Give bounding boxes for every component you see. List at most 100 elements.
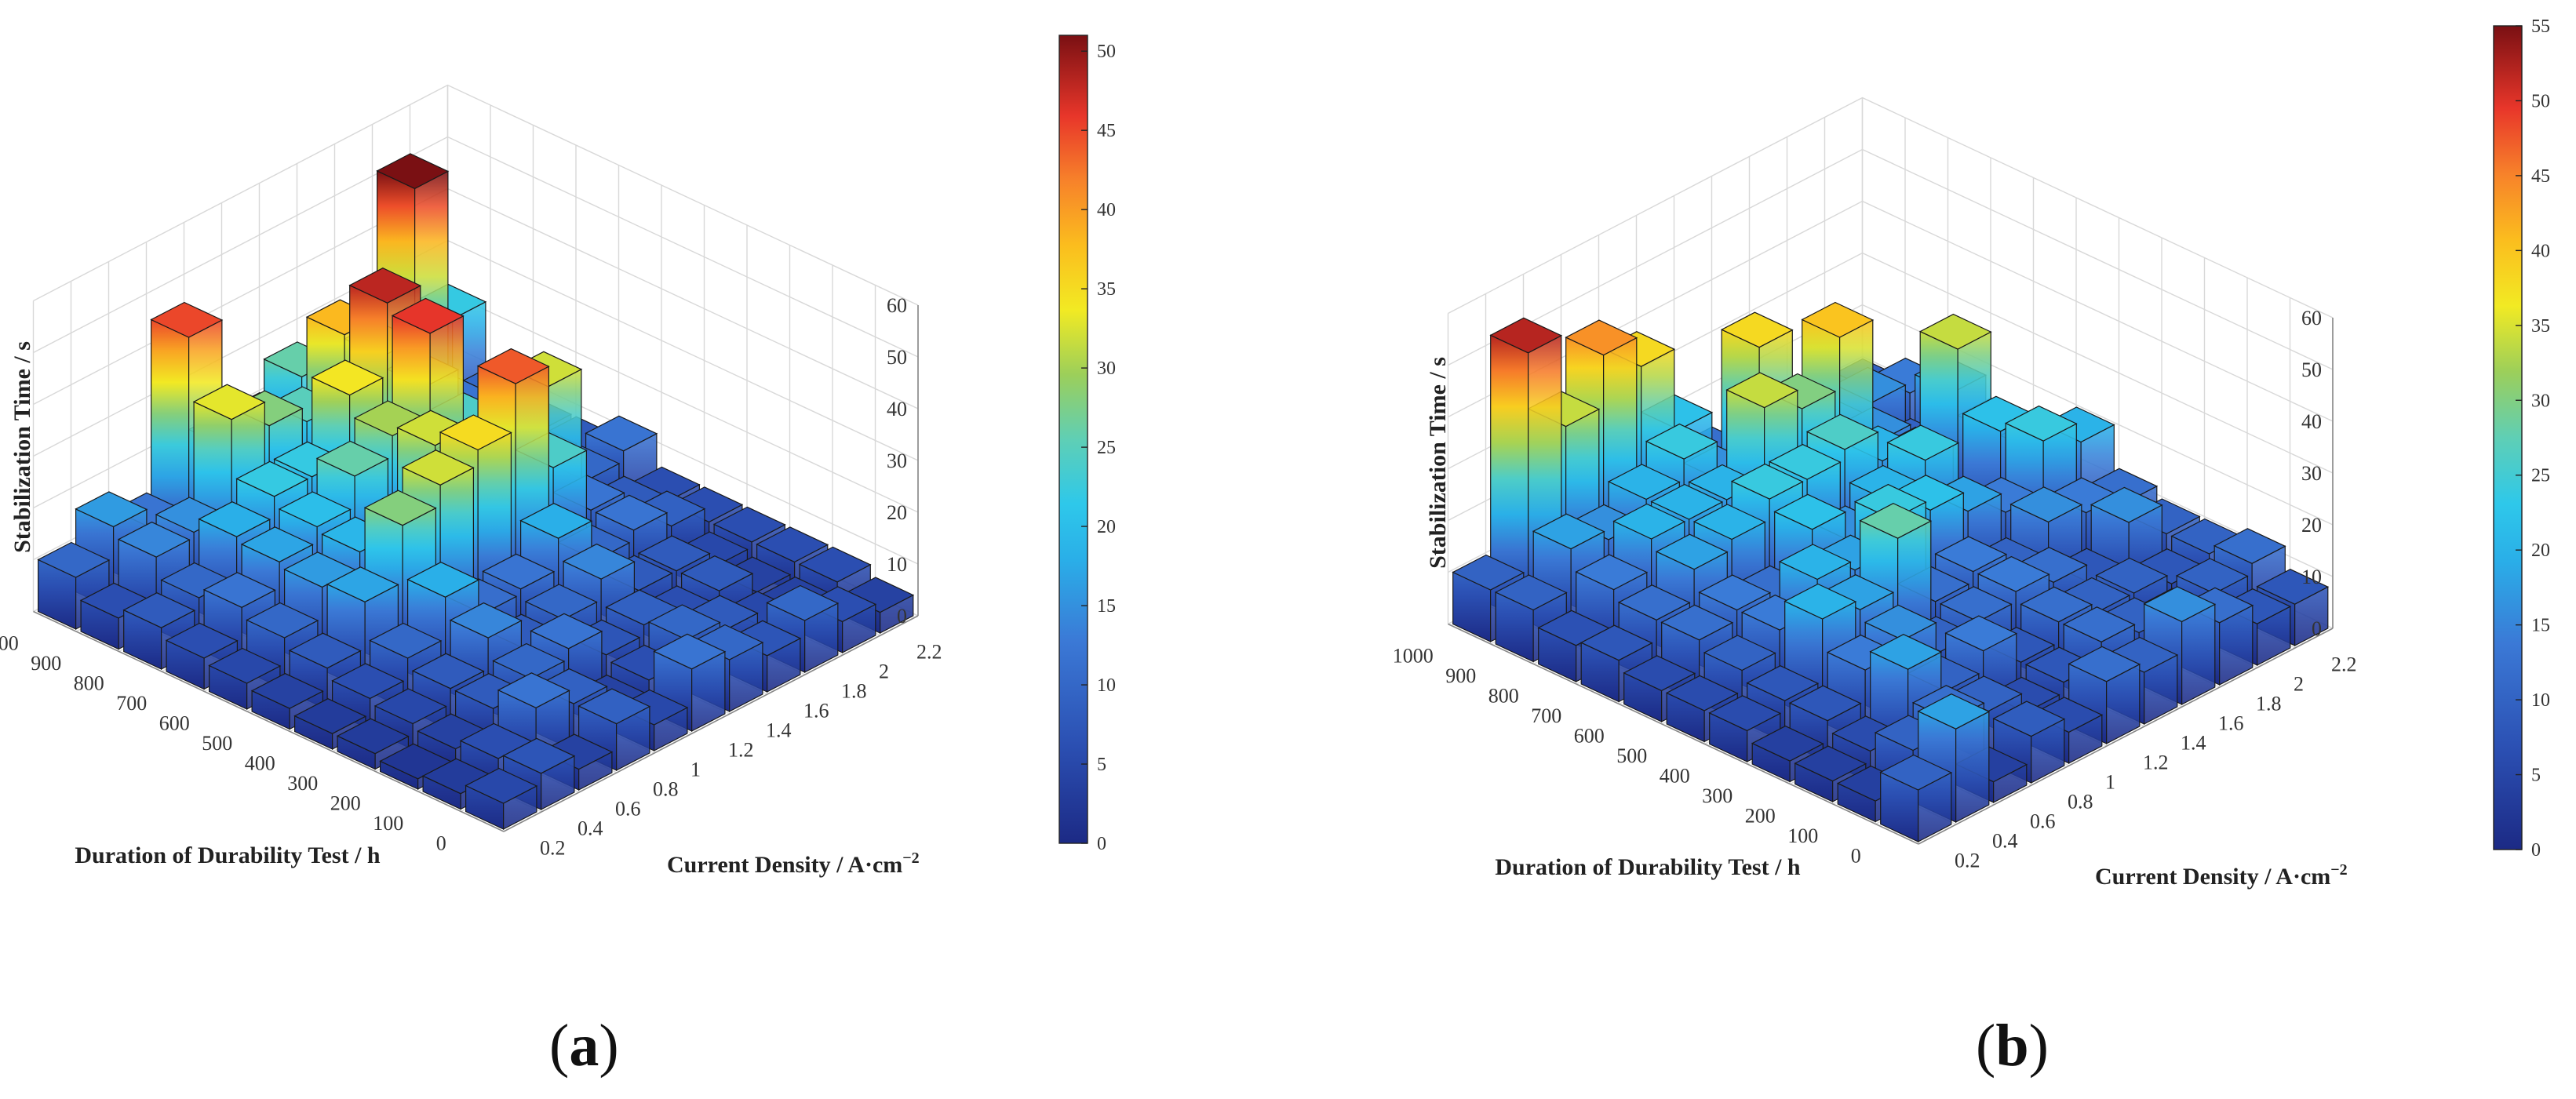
x-tick-label: 800	[1488, 684, 1519, 707]
y-tick-label: 2	[879, 660, 889, 683]
y-tick-label: 1.4	[2181, 732, 2206, 755]
colorbar-tick-label: 15	[1097, 596, 1116, 617]
y-tick-label: 1.6	[2218, 712, 2244, 735]
colorbar-tick-label: 0	[1097, 834, 1106, 854]
y-tick-label: 0.4	[578, 817, 603, 840]
x-tick-label: 900	[31, 652, 61, 675]
z-tick-label: 0	[2312, 617, 2322, 640]
colorbar-tick-label: 35	[2531, 316, 2550, 337]
colorbar-tick-label: 0	[2531, 840, 2541, 861]
y-tick-label: 0.6	[2030, 810, 2056, 833]
y-tick-labels: 0.2 0.4 0.6 0.8 1 1.2 1.4 1.6 1.8 2 2.2	[540, 641, 942, 860]
z-tick-label: 30	[2301, 462, 2322, 485]
y-tick-label: 0.2	[1955, 850, 1980, 872]
y-tick-label: 1	[690, 759, 701, 781]
y-tick-label: 2	[2294, 673, 2304, 696]
y-axis-label-superscript: −2	[2330, 861, 2347, 879]
z-tick-label: 10	[887, 553, 907, 576]
x-tick-label: 0	[1851, 844, 1861, 867]
y-axis-label: Current Density / A·cm−2	[2095, 861, 2348, 890]
x-tick-label: 400	[1660, 764, 1690, 787]
y-axis-label-superscript: −2	[902, 850, 919, 867]
colorbar-tick-label: 20	[1097, 517, 1116, 537]
z-tick-label: 20	[887, 501, 907, 524]
colorbar-tick-label: 40	[1097, 200, 1116, 220]
x-tick-label: 600	[159, 711, 190, 734]
z-tick-label: 0	[897, 605, 907, 628]
y-tick-label: 1	[2105, 771, 2115, 794]
y-tick-label: 1.2	[728, 739, 754, 762]
colorbar-tick-label: 10	[1097, 675, 1116, 696]
colorbar-tick-label: 5	[2531, 766, 2541, 786]
z-tick-label: 50	[2301, 358, 2322, 381]
y-tick-label: 0.4	[1992, 830, 2018, 853]
x-tick-label: 800	[74, 671, 104, 694]
x-tick-label: 900	[1445, 664, 1476, 687]
y-tick-label: 1.8	[841, 680, 867, 703]
z-tick-label: 60	[2301, 307, 2322, 329]
z-tick-label: 20	[2301, 514, 2322, 537]
colorbar-tick-label: 25	[2531, 466, 2550, 486]
colorbar-tick-label: 50	[2531, 91, 2550, 111]
y-tick-label: 0.8	[653, 778, 679, 801]
axes-box	[1448, 318, 2334, 845]
panel-label-a: (a)	[549, 1013, 619, 1079]
x-tick-label: 300	[1702, 784, 1733, 807]
colorbar-tick-label: 25	[1097, 438, 1116, 458]
colorbar: 0 5 10 15 20 25 30 35 40 45 50 55	[2493, 16, 2550, 861]
y-tick-label: 0.8	[2068, 791, 2093, 813]
bar-x0-y0.2	[1879, 754, 1953, 842]
panel-label-b: (b)	[1976, 1013, 2049, 1079]
colorbar-tick-label: 5	[1097, 755, 1106, 775]
bar3d-chart-b: 010020030040050060070080090010000.20.40.…	[1393, 16, 2550, 890]
y-tick-label: 1.6	[803, 700, 829, 722]
y-tick-label: 2.2	[916, 641, 942, 664]
colorbar: 0 5 10 15 20 25 30 35 40 45 50	[1058, 35, 1116, 854]
y-tick-label: 0.6	[615, 798, 641, 821]
z-tick-label: 50	[887, 346, 907, 369]
colorbar-tick-label: 50	[1097, 42, 1116, 62]
x-tick-label: 200	[330, 791, 361, 814]
colorbar-tick-label: 30	[2531, 391, 2550, 411]
x-axis-label: Duration of Durability Test / h	[1495, 854, 1801, 880]
x-tick-label: 1000	[1393, 644, 1434, 667]
colorbar-tick-label: 45	[2531, 166, 2550, 187]
z-tick-label: 30	[887, 449, 907, 472]
x-tick-label: 500	[1616, 744, 1647, 767]
bar3d-chart-a: 010020030040050060070080090010000.20.40.…	[0, 35, 1116, 878]
colorbar-tick-label: 45	[1097, 121, 1116, 141]
colorbar-tick-label: 15	[2531, 616, 2550, 636]
z-axis-label: Stabilization Time / s	[1425, 357, 1451, 569]
x-tick-label: 700	[116, 692, 147, 715]
colorbar-tick-label: 20	[2531, 540, 2550, 561]
x-axis-label: Duration of Durability Test / h	[75, 842, 381, 868]
y-tick-label: 1.4	[766, 719, 792, 742]
x-tick-labels: 0 100 200 300 400 500 600 700 800 900 1000	[1393, 644, 1861, 867]
colorbar-tick-label: 40	[2531, 241, 2550, 261]
axes-box	[33, 305, 919, 832]
z-axis-label: Stabilization Time / s	[9, 341, 35, 553]
x-tick-label: 200	[1745, 804, 1776, 827]
bar-x0-y0.2	[465, 767, 538, 830]
z-tick-labels: 0 10 20 30 40 50 60	[887, 294, 907, 628]
z-tick-label: 10	[2301, 566, 2322, 588]
x-tick-label: 100	[1787, 824, 1818, 847]
bars	[1452, 301, 2330, 842]
x-tick-label: 300	[287, 772, 318, 795]
colorbar-tick-label: 55	[2531, 16, 2550, 37]
y-axis-label: Current Density / A·cm−2	[667, 850, 920, 878]
z-tick-labels: 0 10 20 30 40 50 60	[2301, 307, 2322, 640]
x-tick-label: 1000	[0, 631, 19, 654]
y-tick-labels: 0.2 0.4 0.6 0.8 1 1.2 1.4 1.6 1.8 2 2.2	[1955, 653, 2357, 872]
z-tick-label: 40	[887, 398, 907, 420]
x-tick-label: 600	[1574, 724, 1605, 747]
y-tick-label: 1.2	[2143, 751, 2169, 774]
y-tick-label: 2.2	[2331, 653, 2357, 676]
x-tick-label: 100	[373, 812, 403, 835]
colorbar-tick-label: 10	[2531, 690, 2550, 711]
x-tick-labels: 0 100 200 300 400 500 600 700 800 900 1000	[0, 631, 446, 854]
x-tick-label: 400	[245, 751, 275, 774]
x-tick-label: 0	[436, 832, 446, 854]
x-tick-label: 500	[202, 732, 232, 755]
